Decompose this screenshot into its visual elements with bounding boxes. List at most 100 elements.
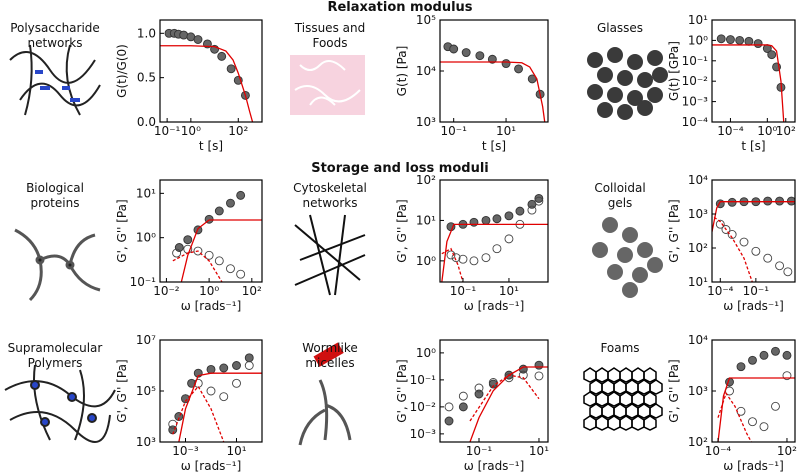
- y-axis-label: G', G'' [Pa]: [395, 359, 409, 422]
- y-tick-label: 10⁰: [688, 33, 708, 47]
- icon-cell: [595, 367, 609, 383]
- icon-cell: [649, 379, 663, 395]
- fit-line: [713, 216, 753, 282]
- data-point: [782, 371, 792, 381]
- material-label: Polymers: [28, 356, 83, 370]
- x-tick-label: 10⁻¹: [466, 444, 493, 458]
- icon-cell: [583, 367, 597, 383]
- icon-dot: [637, 72, 653, 88]
- data-point: [183, 235, 193, 245]
- data-point: [458, 391, 468, 401]
- y-tick-label: 10²: [416, 173, 436, 187]
- x-tick-label: 10²: [776, 124, 796, 138]
- data-point: [744, 36, 754, 46]
- data-point: [534, 196, 544, 206]
- icon-dot: [637, 242, 653, 258]
- data-point: [504, 234, 514, 244]
- icon-cell: [601, 379, 615, 395]
- icon-cell: [631, 415, 645, 431]
- plot: [160, 28, 254, 122]
- y-tick-label: 10⁻⁴: [682, 115, 709, 129]
- material-label: Foods: [312, 36, 347, 50]
- y-axis-label: G(t) [Pa]: [395, 46, 409, 97]
- data-point: [527, 205, 537, 215]
- y-tick-label: 10⁰: [136, 231, 156, 245]
- data-point: [172, 248, 182, 258]
- icon-cell: [613, 403, 627, 419]
- data-point: [236, 190, 246, 200]
- data-point: [782, 350, 792, 360]
- fit-line: [160, 45, 254, 122]
- axes-frame: [711, 19, 796, 123]
- y-tick-label: 10⁻¹: [682, 54, 709, 68]
- data-point: [721, 225, 731, 234]
- icon-cell: [595, 415, 609, 431]
- x-tick-label: 10¹: [226, 444, 246, 458]
- x-tick-label: 10⁻¹: [154, 124, 181, 138]
- icon-dot: [617, 70, 633, 86]
- fit-line: [712, 201, 795, 232]
- y-tick-label: 10¹: [416, 213, 436, 227]
- x-tick-label: 10⁻²: [153, 284, 180, 298]
- y-tick-label: 0.5: [137, 71, 156, 85]
- x-tick-label: 10²: [228, 124, 248, 138]
- plot: [444, 360, 548, 442]
- material-label: Wormlike: [302, 341, 358, 355]
- y-tick-label: 10⁰: [416, 346, 436, 360]
- x-tick-label: 10⁻⁴: [705, 444, 732, 458]
- icon-dot: [652, 67, 668, 83]
- icon-cell: [625, 403, 639, 419]
- data-point: [739, 237, 749, 247]
- data-point: [204, 250, 214, 260]
- data-point: [481, 253, 491, 263]
- y-axis-label: G', G'' [Pa]: [115, 359, 129, 422]
- y-tick-label: 10⁷: [136, 333, 156, 347]
- data-point: [492, 214, 502, 224]
- data-point: [715, 219, 725, 229]
- icon-cell: [643, 415, 657, 431]
- data-point: [226, 264, 235, 274]
- fit-line: [172, 250, 223, 282]
- data-point: [232, 378, 241, 388]
- data-point: [469, 256, 479, 266]
- fit-line: [712, 44, 785, 122]
- data-point: [727, 197, 737, 207]
- x-axis-label: ω [rads⁻¹]: [464, 459, 525, 473]
- x-tick-label: 10²: [777, 444, 797, 458]
- icon-cell: [649, 403, 663, 419]
- fit-line: [441, 223, 548, 282]
- data-point: [179, 30, 189, 40]
- icon-dot: [647, 87, 663, 103]
- icon-cell: [643, 367, 657, 383]
- x-axis-label: ω [rads⁻¹]: [723, 459, 784, 473]
- icon-dot: [592, 242, 608, 258]
- plot: [712, 196, 795, 282]
- icon-dot: [647, 50, 663, 66]
- x-axis-label: t [s]: [741, 139, 765, 153]
- icon-dot: [627, 90, 643, 106]
- icon-dot: [587, 84, 603, 100]
- icon-dot: [622, 282, 638, 298]
- y-tick-label: 10⁵: [136, 384, 156, 398]
- data-point: [236, 269, 246, 279]
- icon-cell: [607, 391, 621, 407]
- plot: [440, 42, 546, 122]
- x-tick-label: 10⁻¹: [450, 284, 477, 298]
- data-point: [534, 371, 544, 381]
- data-point: [763, 253, 773, 263]
- icon-dot: [627, 54, 643, 70]
- y-tick-label: 10⁴: [416, 64, 436, 78]
- data-point: [217, 51, 227, 61]
- data-point: [458, 402, 468, 412]
- icon-gel: [592, 217, 663, 298]
- material-label: Glasses: [597, 21, 643, 35]
- y-tick-label: 10³: [416, 115, 436, 129]
- icon-cell: [595, 391, 609, 407]
- data-point: [735, 35, 745, 45]
- icon-cell: [637, 379, 651, 395]
- x-tick-label: 10⁰: [757, 124, 777, 138]
- icon-cell: [613, 379, 627, 395]
- material-label: Polysaccharide: [10, 21, 100, 35]
- y-axis-label: G', G'' [Pa]: [667, 359, 681, 422]
